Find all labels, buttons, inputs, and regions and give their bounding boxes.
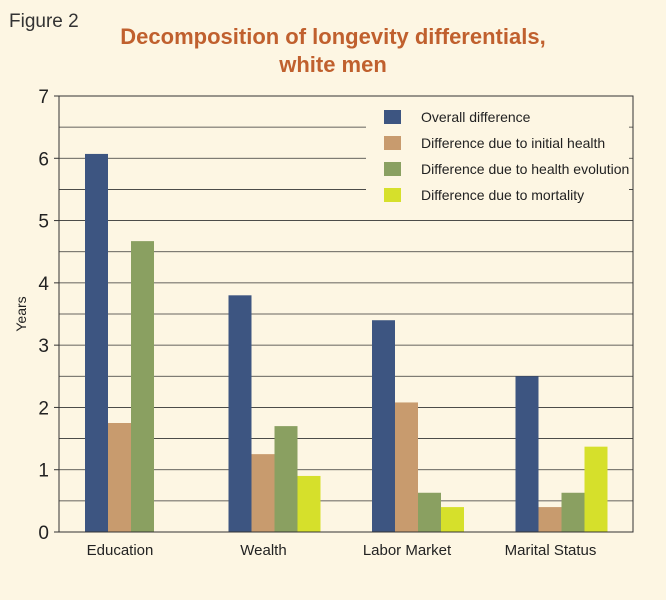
legend-background — [366, 101, 629, 219]
legend-label: Difference due to mortality — [421, 187, 584, 203]
legend-label: Overall difference — [421, 109, 531, 125]
chart-subtitle: white men — [278, 52, 387, 77]
y-tick-label: 6 — [38, 149, 49, 170]
legend: Overall difference Difference due to init… — [366, 101, 629, 219]
x-tick-label: Education — [87, 542, 154, 559]
bars — [85, 153, 608, 532]
y-tick-label: 1 — [38, 461, 49, 482]
legend-label: Difference due to initial health — [421, 135, 605, 151]
y-axis-label: Years — [13, 296, 29, 331]
bar — [85, 153, 108, 532]
y-tick-label: 4 — [38, 274, 49, 295]
bar — [131, 241, 154, 532]
bar — [274, 426, 298, 532]
plot-frame — [58, 95, 634, 533]
bar — [108, 423, 131, 532]
legend-swatch — [384, 162, 401, 176]
bar — [515, 376, 539, 532]
y-tick-label: 7 — [38, 87, 49, 108]
bar — [418, 492, 441, 532]
bar — [297, 475, 321, 532]
bar — [372, 320, 395, 532]
x-tick-label: Marital Status — [505, 542, 597, 559]
bar — [228, 295, 252, 532]
x-tick-label: Labor Market — [363, 542, 452, 559]
bar — [584, 446, 608, 532]
bar — [395, 402, 418, 532]
bar — [561, 492, 585, 532]
x-tick-label: Wealth — [240, 542, 286, 559]
bar — [538, 507, 562, 532]
y-tick-label: 2 — [38, 398, 49, 419]
legend-swatch — [384, 136, 401, 150]
x-axis-labels: Education Wealth Labor Market Marital Statu… — [87, 542, 597, 559]
figure-label: Figure 2 — [9, 11, 79, 32]
bar — [251, 454, 275, 532]
legend-label: Difference due to health evolution — [421, 161, 629, 177]
chart-title: Decomposition of longevity differentials… — [120, 24, 545, 49]
bar — [441, 507, 464, 532]
y-tick-label: 5 — [38, 212, 49, 233]
y-tick-label: 0 — [38, 523, 49, 544]
y-tick-label: 3 — [38, 336, 49, 357]
legend-swatch — [384, 110, 401, 124]
y-axis-ticks: 0 1 2 3 4 5 6 7 — [38, 87, 59, 544]
legend-swatch — [384, 188, 401, 202]
